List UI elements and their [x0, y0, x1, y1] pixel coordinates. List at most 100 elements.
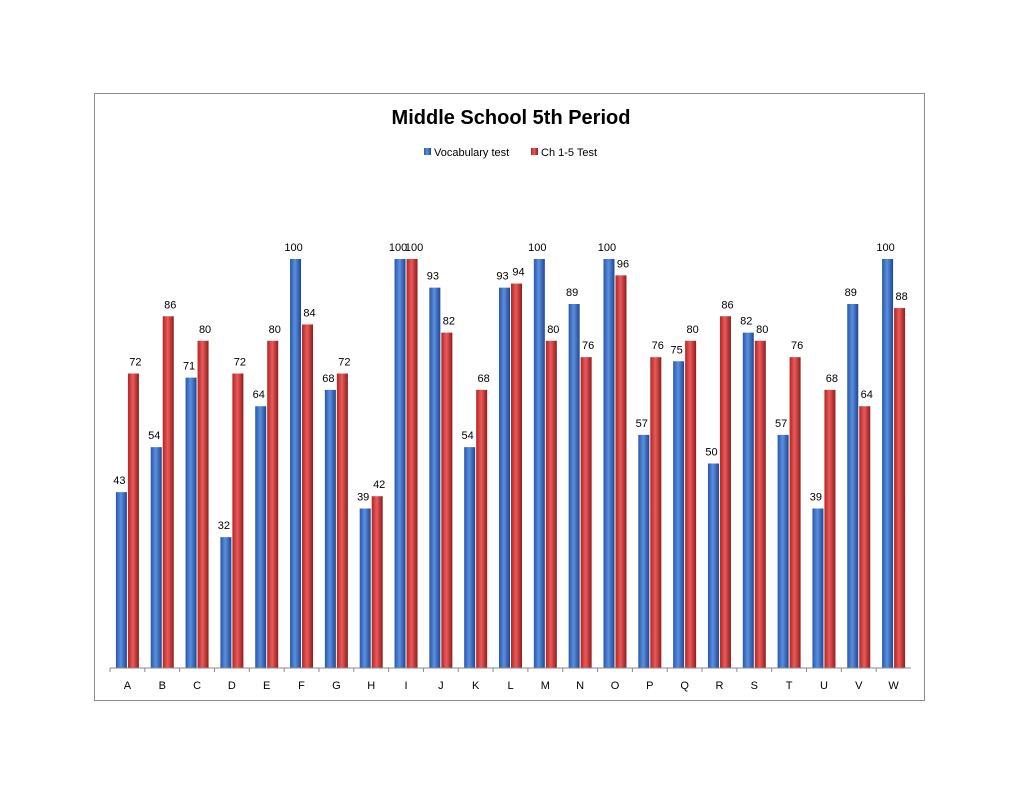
- data-label: 50: [705, 447, 717, 459]
- bar-ch1-5: [162, 316, 174, 668]
- data-label: 86: [164, 299, 176, 311]
- x-tick-label: C: [193, 680, 201, 692]
- data-label: 71: [183, 361, 195, 373]
- bar-ch1-5: [267, 340, 279, 668]
- data-label: 84: [303, 307, 315, 319]
- data-label: 64: [253, 389, 265, 401]
- data-label: 75: [671, 344, 683, 356]
- bar-ch1-5: [685, 340, 697, 668]
- bar-ch1-5: [545, 340, 557, 668]
- data-label: 93: [496, 271, 508, 283]
- bar-ch1-5: [406, 259, 418, 668]
- bar-ch1-5: [754, 340, 766, 668]
- legend-swatch-vocabulary: [424, 148, 431, 155]
- data-label: 80: [687, 324, 699, 336]
- data-label: 89: [566, 287, 578, 299]
- data-label: 42: [373, 479, 385, 491]
- bar-ch1-5: [127, 373, 139, 668]
- bar-vocabulary: [255, 406, 267, 668]
- x-tick-label: A: [124, 680, 132, 692]
- bar-vocabulary: [220, 537, 232, 668]
- bar-vocabulary: [638, 434, 650, 668]
- data-label: 88: [895, 291, 907, 303]
- x-tick-label: N: [576, 680, 584, 692]
- bar-ch1-5: [197, 340, 209, 668]
- bar-vocabulary: [115, 492, 127, 668]
- data-label: 100: [389, 242, 407, 254]
- bar-vocabulary: [290, 259, 302, 668]
- data-label: 39: [810, 491, 822, 503]
- bar-ch1-5: [859, 406, 871, 668]
- bar-vocabulary: [359, 508, 371, 668]
- legend-label-ch1-5: Ch 1-5 Test: [541, 147, 597, 159]
- x-tick-label: I: [404, 680, 407, 692]
- data-label: 68: [478, 373, 490, 385]
- data-label: 76: [582, 340, 594, 352]
- bar-ch1-5: [719, 316, 731, 668]
- data-label: 68: [322, 373, 334, 385]
- bar-vocabulary: [185, 377, 197, 668]
- data-label: 89: [845, 287, 857, 299]
- bar-ch1-5: [789, 357, 801, 668]
- bar-vocabulary: [742, 332, 754, 668]
- data-label: 72: [338, 357, 350, 369]
- data-label: 100: [528, 242, 546, 254]
- data-label: 72: [234, 357, 246, 369]
- x-tick-label: R: [715, 680, 723, 692]
- bar-vocabulary: [707, 463, 719, 668]
- bar-ch1-5: [476, 389, 488, 668]
- x-tick-label: O: [611, 680, 620, 692]
- x-tick-label: E: [263, 680, 270, 692]
- data-label: 82: [740, 316, 752, 328]
- bar-ch1-5: [441, 332, 453, 668]
- x-tick-label: S: [751, 680, 758, 692]
- data-label: 82: [443, 316, 455, 328]
- chart-title: Middle School 5th Period: [392, 107, 631, 129]
- data-label: 43: [113, 475, 125, 487]
- bar-ch1-5: [371, 496, 383, 668]
- bar-vocabulary: [464, 447, 476, 668]
- bar-vocabulary: [777, 434, 789, 668]
- legend: Vocabulary test Ch 1-5 Test: [424, 147, 597, 159]
- bar-vocabulary: [812, 508, 824, 668]
- bar-ch1-5: [580, 357, 592, 668]
- x-tick-label: G: [332, 680, 341, 692]
- x-tick-label: T: [786, 680, 793, 692]
- bar-vocabulary: [150, 447, 162, 668]
- data-label: 80: [199, 324, 211, 336]
- bar-vocabulary: [603, 259, 615, 668]
- data-label: 68: [826, 373, 838, 385]
- x-tick-label: K: [472, 680, 480, 692]
- bar-vocabulary: [324, 389, 336, 668]
- data-label: 76: [652, 340, 664, 352]
- data-label: 54: [462, 430, 474, 442]
- bar-ch1-5: [894, 308, 906, 668]
- data-label: 32: [218, 520, 230, 532]
- data-label: 100: [598, 242, 616, 254]
- data-label: 94: [512, 267, 524, 279]
- bar-ch1-5: [650, 357, 662, 668]
- data-label: 100: [876, 242, 894, 254]
- data-label: 100: [284, 242, 302, 254]
- bar-ch1-5: [615, 275, 627, 668]
- data-label: 76: [791, 340, 803, 352]
- data-label: 57: [636, 418, 648, 430]
- x-tick-label: B: [159, 680, 166, 692]
- bar-vocabulary: [533, 259, 545, 668]
- bar-vocabulary: [499, 287, 510, 668]
- bar-vocabulary: [882, 259, 894, 668]
- bar-vocabulary: [673, 361, 685, 668]
- x-tick-label: M: [541, 680, 550, 692]
- data-label: 39: [357, 491, 369, 503]
- data-label: 86: [721, 299, 733, 311]
- data-label: 80: [547, 324, 559, 336]
- data-label: 100: [405, 242, 423, 254]
- x-tick-label: W: [888, 680, 899, 692]
- bar-ch1-5: [302, 324, 314, 668]
- x-tick-label: P: [646, 680, 653, 692]
- data-label: 80: [756, 324, 768, 336]
- data-label: 54: [148, 430, 160, 442]
- x-tick-label: H: [367, 680, 375, 692]
- bar-ch1-5: [824, 389, 836, 668]
